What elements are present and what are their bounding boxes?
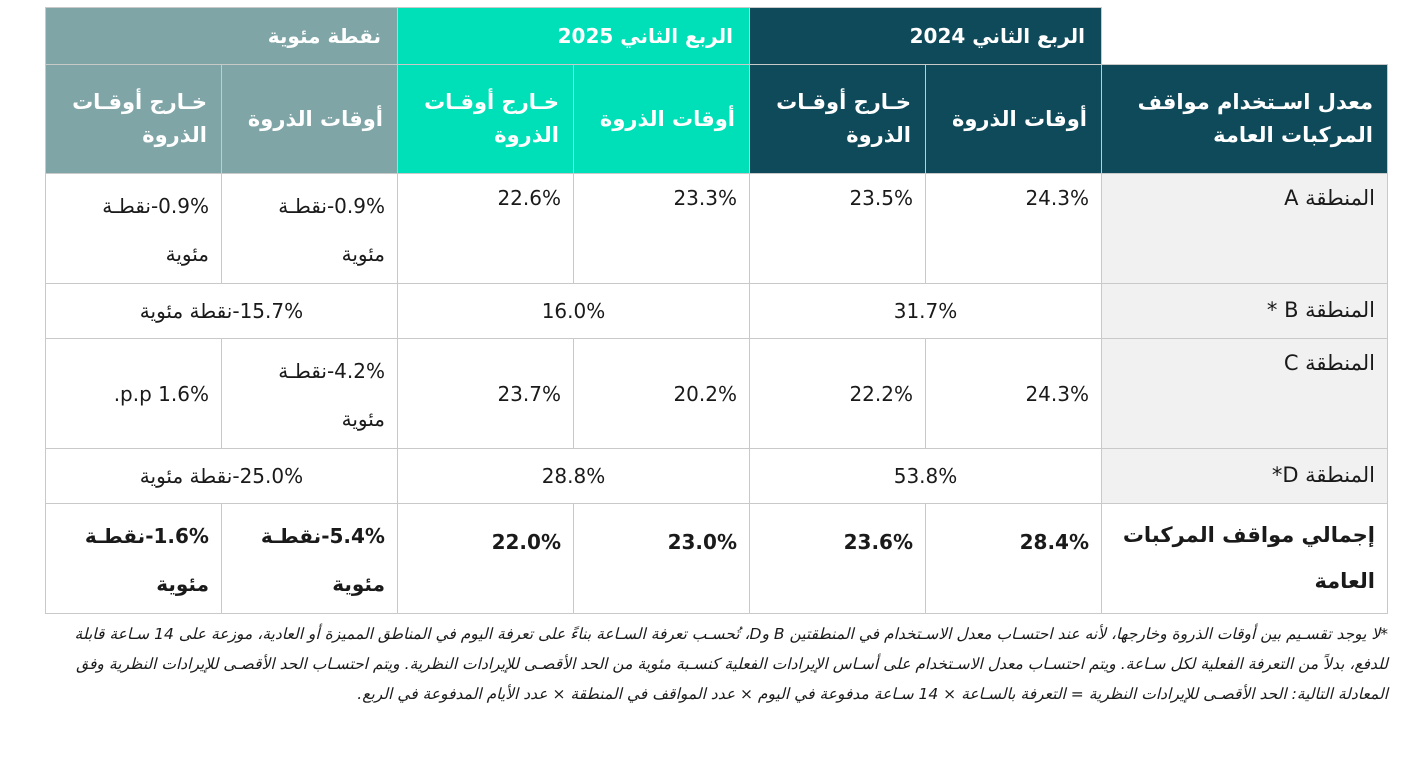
header-2024-offpeak: خـارج أوقـات الذروة	[748, 64, 927, 174]
table-footnote: *لا يوجد تقسـيم بين أوقات الذروة وخارجها…	[74, 625, 1388, 703]
parking-utilization-table: الربع الثاني 2024 الربع الثاني 2025 نقطة…	[44, 7, 1388, 614]
cell-2024-peak: 28.4%	[925, 503, 1102, 614]
row-label: المنطقة D*	[1101, 448, 1388, 504]
cell-2025-peak: 23.3%	[572, 173, 750, 284]
header-row-subcolumns: معدل اسـتخدام مواقف المركبات العامة أوقا…	[44, 64, 1388, 174]
header-pp-offpeak: خـارج أوقـات الذروة	[44, 64, 222, 174]
row-label: المنطقة C	[1101, 338, 1388, 449]
header-2025-peak: أوقات الذروة	[572, 64, 750, 174]
cell-pp-peak: 4.2%-نقطـة مئوية	[220, 338, 398, 449]
header-pp-peak: أوقات الذروة	[220, 64, 398, 174]
cell-pp-peak: 0.9%-نقطـة مئوية	[220, 173, 398, 284]
header-row-periods: الربع الثاني 2024 الربع الثاني 2025 نقطة…	[44, 7, 1388, 65]
cell-2024-offpeak: 23.6%	[748, 503, 927, 614]
cell-pp-merged: 15.7%-نقطة مئوية	[44, 283, 398, 339]
header-corner	[1101, 7, 1388, 65]
cell-pp-peak: 5.4%-نقطـة مئوية	[220, 503, 398, 614]
cell-2025-peak: 20.2%	[572, 338, 750, 449]
header-2024-peak: أوقات الذروة	[925, 64, 1102, 174]
cell-2025-offpeak: 23.7%	[396, 338, 574, 449]
cell-pp-peak-text: 0.9%-نقطـة مئوية	[278, 194, 385, 266]
header-metric-label: معدل اسـتخدام مواقف المركبات العامة	[1101, 64, 1388, 174]
cell-2024-merged: 53.8%	[748, 448, 1103, 504]
cell-pp-peak-text: 5.4%-نقطـة مئوية	[260, 524, 385, 596]
cell-2025-peak: 23.0%	[572, 503, 750, 614]
row-label: المنطقة B *	[1101, 283, 1388, 339]
cell-pp-offpeak: 1.6%-نقطـة مئوية	[44, 503, 222, 614]
table-row-zone-b: المنطقة B * 31.7% 16.0% 15.7%-نقطة مئوية	[44, 283, 1388, 339]
table-row-zone-a: المنطقة A 24.3% 23.5% 23.3% 22.6% 0.9%-ن…	[44, 173, 1388, 284]
table-row-zone-d: المنطقة D* 53.8% 28.8% 25.0%-نقطة مئوية	[44, 448, 1388, 504]
cell-pp-peak-text: 4.2%-نقطـة مئوية	[278, 359, 385, 431]
table-row-total: إجمالي مواقف المركبات العامة 28.4% 23.6%…	[44, 503, 1388, 614]
cell-2025-offpeak: 22.6%	[396, 173, 574, 284]
header-2025-offpeak: خـارج أوقـات الذروة	[396, 64, 574, 174]
cell-2025-offpeak: 22.0%	[396, 503, 574, 614]
cell-pp-offpeak: 1.6% p.p.	[44, 338, 222, 449]
cell-2024-peak: 24.3%	[925, 338, 1102, 449]
cell-pp-offpeak-text: 1.6%-نقطـة مئوية	[84, 524, 209, 596]
cell-2024-peak: 24.3%	[925, 173, 1102, 284]
cell-pp-offpeak: 0.9%-نقطـة مئوية	[44, 173, 222, 284]
cell-2024-offpeak: 22.2%	[748, 338, 927, 449]
row-label: المنطقة A	[1101, 173, 1388, 284]
cell-2024-offpeak: 23.5%	[748, 173, 927, 284]
cell-pp-offpeak-text: 0.9%-نقطـة مئوية	[102, 194, 209, 266]
cell-2025-merged: 16.0%	[396, 283, 750, 339]
row-label-total: إجمالي مواقف المركبات العامة	[1101, 503, 1388, 614]
table-row-zone-c: المنطقة C 24.3% 22.2% 20.2% 23.7% 4.2%-ن…	[44, 338, 1388, 449]
row-label-text: إجمالي مواقف المركبات العامة	[1122, 523, 1375, 594]
header-q2-2025: الربع الثاني 2025	[396, 7, 750, 65]
cell-pp-merged: 25.0%-نقطة مئوية	[44, 448, 398, 504]
header-q2-2024: الربع الثاني 2024	[748, 7, 1103, 65]
cell-2024-merged: 31.7%	[748, 283, 1103, 339]
cell-2025-merged: 28.8%	[396, 448, 750, 504]
header-percentage-points: نقطة مئوية	[44, 7, 398, 65]
